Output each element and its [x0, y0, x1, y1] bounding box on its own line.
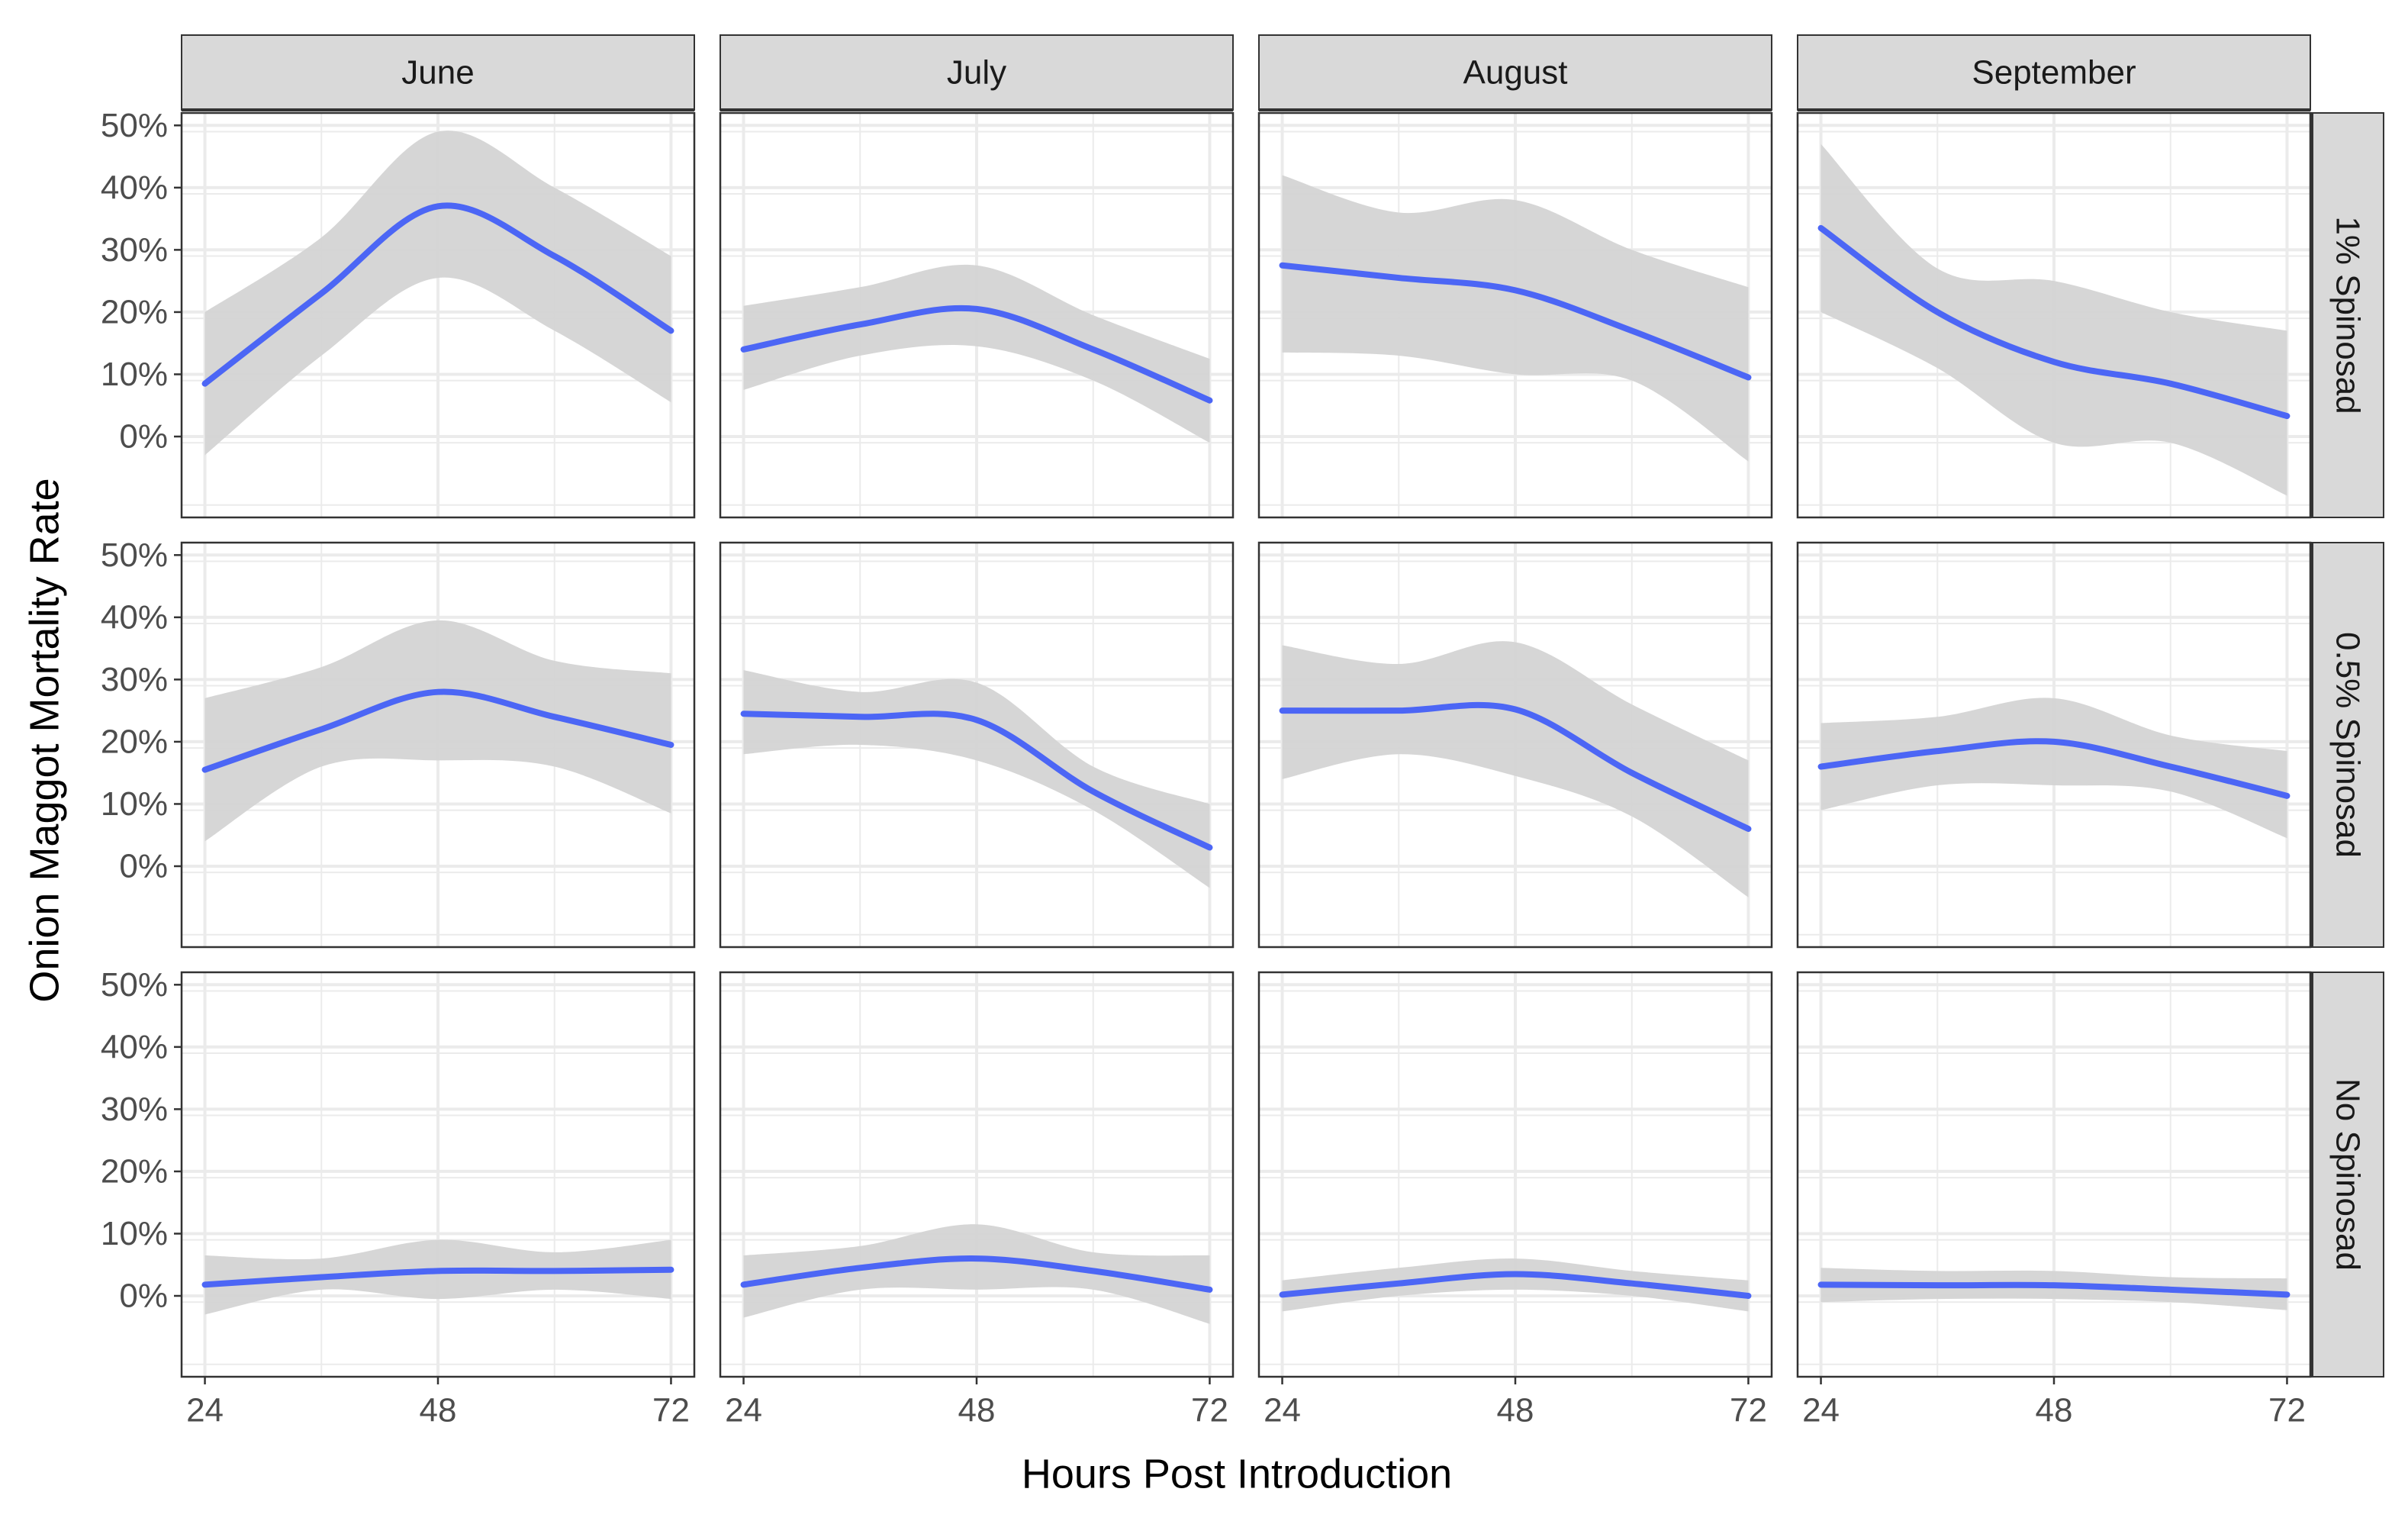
x-tick-label: 24 — [1802, 1392, 1840, 1429]
x-tick-label: 48 — [958, 1392, 996, 1429]
confidence-band — [1820, 698, 2287, 839]
y-tick-label: 30% — [101, 661, 168, 698]
panel-border — [1796, 111, 2312, 519]
fitted-line — [1279, 262, 1752, 381]
x-tick-label: 72 — [2268, 1392, 2306, 1429]
panel-august-0 — [1257, 111, 1773, 519]
panel-july-2: 24 48 72 — [719, 971, 1235, 1429]
y-tick-label: 0% — [119, 1278, 168, 1315]
y-tick-label: 50% — [101, 966, 168, 1004]
y-tick-label: 50% — [101, 537, 168, 574]
panel-border — [1796, 541, 2312, 949]
y-tick-label: 10% — [101, 785, 168, 823]
x-tick-label: 72 — [1191, 1392, 1228, 1429]
y-tick-label: 20% — [101, 293, 168, 330]
panel-june-2: 0% 10% 20% 30% 40% 50% 24 48 72 — [101, 966, 696, 1429]
x-tick-label: 72 — [1730, 1392, 1767, 1429]
y-tick-label: 40% — [101, 1028, 168, 1065]
fitted-line — [201, 202, 674, 387]
fitted-line — [1817, 224, 2290, 420]
confidence-band — [1282, 175, 1749, 462]
panel-grid: June July August September 1% Spinosad 0.5% S… — [101, 34, 2384, 1429]
facet-strip-bg — [181, 34, 695, 111]
panel-september-1 — [1796, 541, 2312, 949]
facet-strip-bg — [720, 34, 1234, 111]
x-tick-label: 24 — [1264, 1392, 1301, 1429]
y-tick-label: 30% — [101, 231, 168, 269]
confidence-band — [743, 264, 1210, 443]
panel-border — [1257, 541, 1773, 949]
fitted-line — [201, 688, 674, 773]
panel-border — [719, 541, 1235, 949]
facet-row-strip-2: No Spinosad — [2310, 972, 2384, 1378]
x-tick-label: 72 — [652, 1392, 690, 1429]
panel-border — [180, 111, 696, 519]
facet-strip-august: August — [1258, 34, 1772, 111]
y-tick-label: 10% — [101, 1215, 168, 1252]
facet-row-strip-bg — [2311, 972, 2384, 1378]
y-axis-title: Onion Maggot Mortality Rate — [21, 478, 67, 1002]
x-axis-title: Hours Post Introduction — [1022, 1451, 1452, 1497]
panel-june-1: 0% 10% 20% 30% 40% 50% — [101, 537, 696, 949]
confidence-band — [743, 1224, 1210, 1324]
confidence-band — [1820, 1268, 2287, 1310]
x-tick-label: 24 — [186, 1392, 224, 1429]
facet-strip-label: September — [1972, 54, 2136, 92]
x-tick-label: 48 — [2036, 1392, 2073, 1429]
y-tick-label: 40% — [101, 169, 168, 206]
fitted-line — [1817, 738, 2290, 799]
x-tick-label: 48 — [420, 1392, 457, 1429]
facet-strip-label: June — [401, 54, 474, 92]
panel-border — [180, 541, 696, 949]
x-tick-label: 48 — [1497, 1392, 1534, 1429]
facet-strip-label: July — [947, 54, 1006, 92]
facet-row-strip-label: No Spinosad — [2329, 1078, 2367, 1271]
confidence-band — [204, 1239, 671, 1315]
fitted-line — [740, 711, 1213, 851]
fitted-line — [1817, 1281, 2290, 1298]
facet-strip-label: August — [1463, 54, 1568, 92]
y-tick-label: 40% — [101, 598, 168, 636]
y-tick-label: 0% — [119, 418, 168, 456]
confidence-band — [743, 670, 1210, 888]
y-tick-label: 50% — [101, 107, 168, 144]
y-tick-label: 20% — [101, 1152, 168, 1190]
facet-row-strip-1: 0.5% Spinosad — [2310, 542, 2384, 948]
facet-row-strip-label: 0.5% Spinosad — [2329, 632, 2367, 858]
facet-strip-bg — [1797, 34, 2311, 111]
y-tick-label: 10% — [101, 356, 168, 393]
y-tick-label: 30% — [101, 1091, 168, 1128]
panel-september-2: 24 48 72 — [1796, 971, 2312, 1429]
panel-august-1 — [1257, 541, 1773, 949]
panel-july-0 — [719, 111, 1235, 519]
facet-strip-july: July — [720, 34, 1234, 111]
fitted-line — [740, 305, 1213, 404]
confidence-band — [204, 620, 671, 842]
panel-border — [719, 111, 1235, 519]
fitted-line — [740, 1255, 1213, 1293]
facet-row-strip-bg — [2311, 542, 2384, 948]
y-tick-label: 20% — [101, 723, 168, 760]
fitted-line — [1279, 701, 1752, 833]
fitted-line — [1279, 1271, 1752, 1299]
panel-border — [1257, 111, 1773, 519]
confidence-band — [204, 131, 671, 456]
y-tick-label: 0% — [119, 848, 168, 885]
x-tick-label: 24 — [725, 1392, 762, 1429]
confidence-band — [1282, 641, 1749, 897]
facet-strip-september: September — [1797, 34, 2311, 111]
panel-july-1 — [719, 541, 1235, 949]
panel-june-0: 0% 10% 20% 30% 40% 50% — [101, 107, 696, 519]
confidence-band — [1820, 143, 2287, 496]
facet-row-strip-label: 1% Spinosad — [2329, 216, 2367, 414]
confidence-band — [1282, 1258, 1749, 1312]
facet-strip-bg — [1258, 34, 1772, 111]
panel-september-0 — [1796, 111, 2312, 519]
facet-row-strip-0: 1% Spinosad — [2310, 112, 2384, 518]
panel-august-2: 24 48 72 — [1257, 971, 1773, 1429]
facet-strip-june: June — [181, 34, 695, 111]
fitted-line — [201, 1266, 674, 1288]
